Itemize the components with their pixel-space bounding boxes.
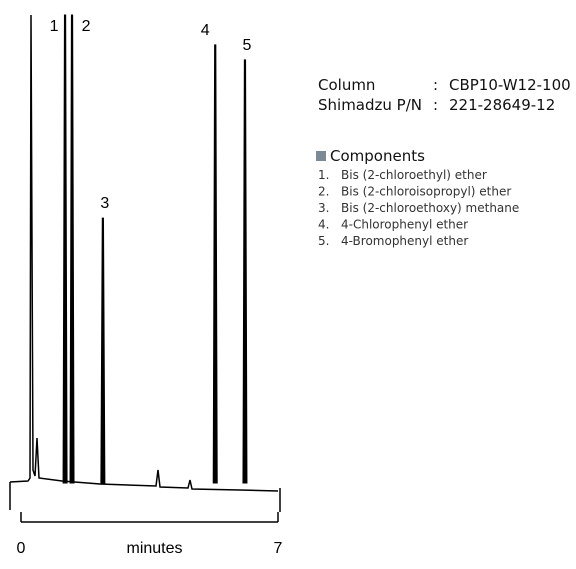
components-title: Components [330,147,425,165]
peak-label: 5 [243,37,252,54]
pn-sep: : [433,96,438,114]
peak [212,44,218,484]
component-name: 4-Bromophenyl ether [341,234,468,248]
pn-value: 221-28649-12 [449,96,555,114]
x-tick-label: 7 [274,540,283,557]
component-name: Bis (2-chloroisopropyl) ether [341,185,511,199]
peak [69,14,75,484]
column-value: CBP10-W12-100 [449,76,571,94]
column-label: Column [318,76,375,94]
component-number: 2. [318,185,329,199]
peak [100,217,106,484]
component-name: Bis (2-chloroethyl) ether [341,168,487,182]
column-sep: : [433,76,438,94]
frame [9,482,281,512]
x-tick-label: 0 [17,540,26,557]
component-name: Bis (2-chloroethoxy) methane [341,201,519,215]
baseline-trace [9,14,279,492]
pn-label: Shimadzu P/N [318,96,422,114]
component-number: 1. [318,168,329,182]
component-number: 4. [318,218,329,232]
peak-label: 1 [50,18,59,35]
component-number: 5. [318,234,329,248]
peak-label: 3 [100,195,109,212]
bullet [316,151,326,161]
peak-label: 4 [201,22,210,39]
peak-label: 2 [82,18,91,35]
x-axis-label: minutes [126,540,182,557]
peak [242,59,248,484]
component-name: 4-Chlorophenyl ether [341,218,468,232]
component-number: 3. [318,201,329,215]
peak [62,14,68,484]
